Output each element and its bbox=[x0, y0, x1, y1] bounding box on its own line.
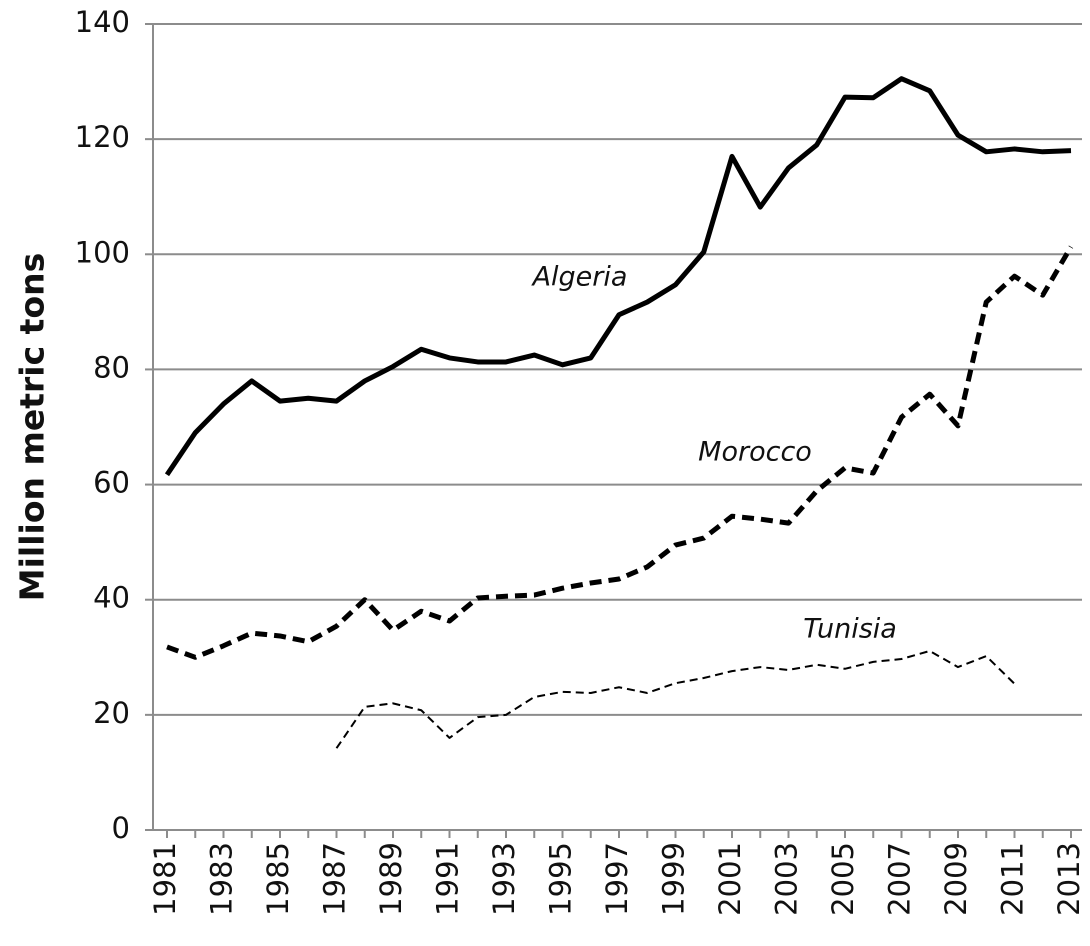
x-tick-label: 1983 bbox=[205, 842, 239, 916]
x-tick-label: 2013 bbox=[1052, 842, 1086, 916]
x-tick-label: 1997 bbox=[600, 842, 634, 916]
y-axis-label: Million metric tons bbox=[13, 253, 52, 602]
series-label: Tunisia bbox=[803, 614, 897, 645]
y-tick-label: 0 bbox=[112, 811, 130, 845]
x-tick-label: 1991 bbox=[431, 842, 465, 916]
x-tick-label: 1985 bbox=[261, 842, 295, 916]
x-tick-label: 2005 bbox=[826, 842, 860, 916]
y-tick-label: 120 bbox=[75, 120, 130, 154]
series-label: Morocco bbox=[698, 437, 812, 468]
x-tick-label: 2003 bbox=[770, 842, 804, 916]
series-line bbox=[166, 245, 1074, 660]
series-line bbox=[335, 649, 1016, 749]
x-tick-label: 1999 bbox=[657, 842, 691, 916]
x-tick-label: 2007 bbox=[883, 842, 917, 916]
x-tick-label: 1989 bbox=[374, 842, 408, 916]
series-line bbox=[164, 76, 1072, 477]
x-tick-label: 2009 bbox=[939, 842, 973, 916]
y-tick-label: 80 bbox=[93, 350, 130, 384]
y-tick-label: 20 bbox=[93, 696, 130, 730]
x-tick-label: 1981 bbox=[148, 842, 182, 916]
x-tick-label: 1993 bbox=[487, 842, 521, 916]
y-tick-label: 140 bbox=[75, 5, 130, 39]
x-tick-label: 2011 bbox=[996, 842, 1030, 916]
y-tick-label: 100 bbox=[75, 235, 130, 269]
x-tick-label: 2001 bbox=[713, 842, 747, 916]
series-label: Algeria bbox=[531, 262, 628, 293]
x-tick-label: 1995 bbox=[544, 842, 578, 916]
y-tick-label: 40 bbox=[93, 581, 130, 615]
x-tick-label: 1987 bbox=[318, 842, 352, 916]
y-tick-label: 60 bbox=[93, 466, 130, 500]
